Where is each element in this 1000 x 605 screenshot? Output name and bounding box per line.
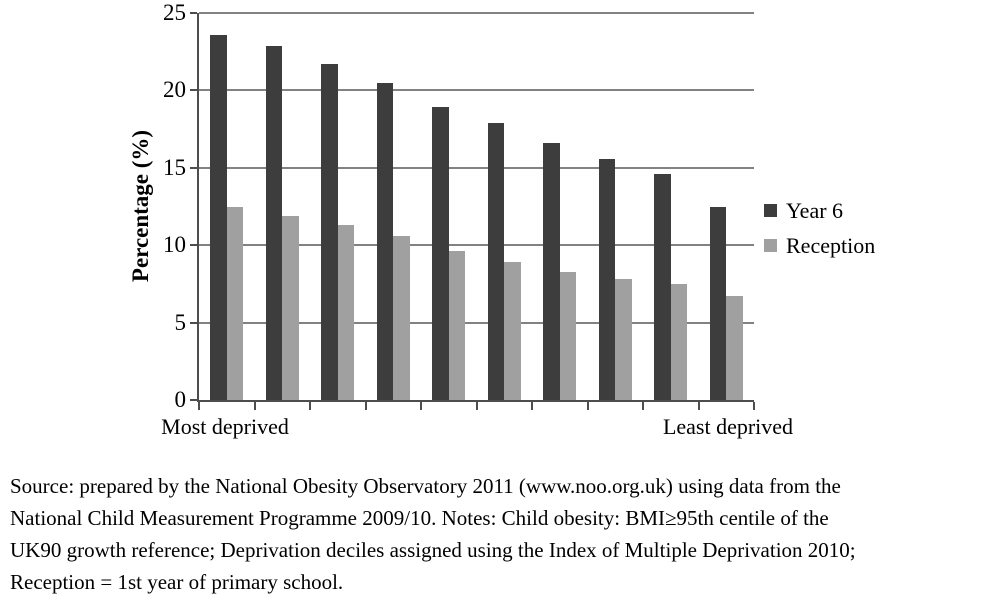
y-axis-tick	[190, 89, 197, 92]
plot-area	[190, 12, 755, 410]
y-axis-tick	[190, 244, 197, 247]
bar-year-6-decile-5	[432, 107, 449, 400]
y-axis-tick	[190, 399, 197, 401]
gridline	[199, 321, 754, 324]
bar-year-6-decile-10	[709, 206, 727, 400]
x-axis-tick	[253, 402, 256, 410]
gridline	[199, 89, 754, 92]
bar-reception-decile-4	[393, 235, 410, 400]
legend-label-reception: Reception	[786, 232, 876, 258]
gridline	[199, 244, 754, 247]
bar-reception-decile-8	[615, 279, 632, 400]
x-axis-tick	[309, 402, 311, 410]
bar-year-6-decile-8	[598, 158, 616, 400]
legend-item-reception: Reception	[764, 233, 875, 258]
y-axis-tick	[190, 12, 197, 14]
x-axis-tick	[475, 402, 478, 410]
year6-swatch-icon	[764, 204, 777, 217]
caption-line: Reception = 1st year of primary school.	[10, 570, 344, 594]
y-tick-label: 20	[163, 77, 186, 103]
bar-reception-decile-9	[670, 283, 688, 400]
bar-year-6-decile-2	[265, 45, 283, 400]
bar-reception-decile-1	[226, 206, 244, 400]
y-tick-label: 10	[163, 232, 186, 258]
x-axis-tick	[198, 402, 200, 410]
bar-reception-decile-5	[448, 251, 466, 400]
x-axis-tick	[586, 402, 589, 410]
bar-year-6-decile-1	[210, 34, 227, 400]
y-tick-label: 25	[163, 0, 186, 25]
bar-reception-decile-3	[337, 225, 355, 400]
bar-year-6-decile-6	[487, 122, 505, 400]
bar-reception-decile-7	[559, 271, 577, 400]
gridline	[199, 12, 754, 14]
bar-reception-decile-6	[504, 262, 521, 400]
y-axis-tick	[190, 321, 197, 324]
x-axis-tick	[753, 402, 755, 410]
caption-line: Source: prepared by the National Obesity…	[10, 474, 841, 498]
y-tick-label: 5	[174, 309, 187, 335]
legend-item-year6: Year 6	[764, 198, 875, 223]
x-axis-tick	[364, 402, 367, 410]
bar-year-6-decile-3	[321, 64, 338, 400]
bar-year-6-decile-4	[376, 82, 394, 400]
x-axis-label-least-deprived: Least deprived	[662, 414, 794, 439]
gridline	[199, 166, 754, 169]
x-axis-label-most-deprived: Most deprived	[161, 414, 289, 439]
caption-line: National Child Measurement Programme 200…	[10, 506, 829, 530]
y-tick-label: 15	[163, 154, 186, 180]
x-axis-tick	[642, 402, 644, 410]
x-axis-tick	[531, 402, 533, 410]
source-notes-caption: Source: prepared by the National Obesity…	[10, 470, 998, 598]
legend-label-year6: Year 6	[786, 197, 844, 223]
x-axis-tick	[697, 402, 700, 410]
x-axis-tick	[420, 402, 422, 410]
caption-line: UK90 growth reference; Deprivation decil…	[10, 538, 856, 562]
y-tick-label: 0	[174, 387, 187, 412]
y-axis-tick	[190, 166, 197, 169]
legend: Year 6 Reception	[764, 198, 875, 268]
bar-year-6-decile-9	[654, 174, 671, 400]
reception-swatch-icon	[764, 239, 777, 252]
bar-reception-decile-2	[282, 215, 299, 400]
bar-reception-decile-10	[726, 296, 743, 400]
bar-year-6-decile-7	[543, 143, 560, 400]
